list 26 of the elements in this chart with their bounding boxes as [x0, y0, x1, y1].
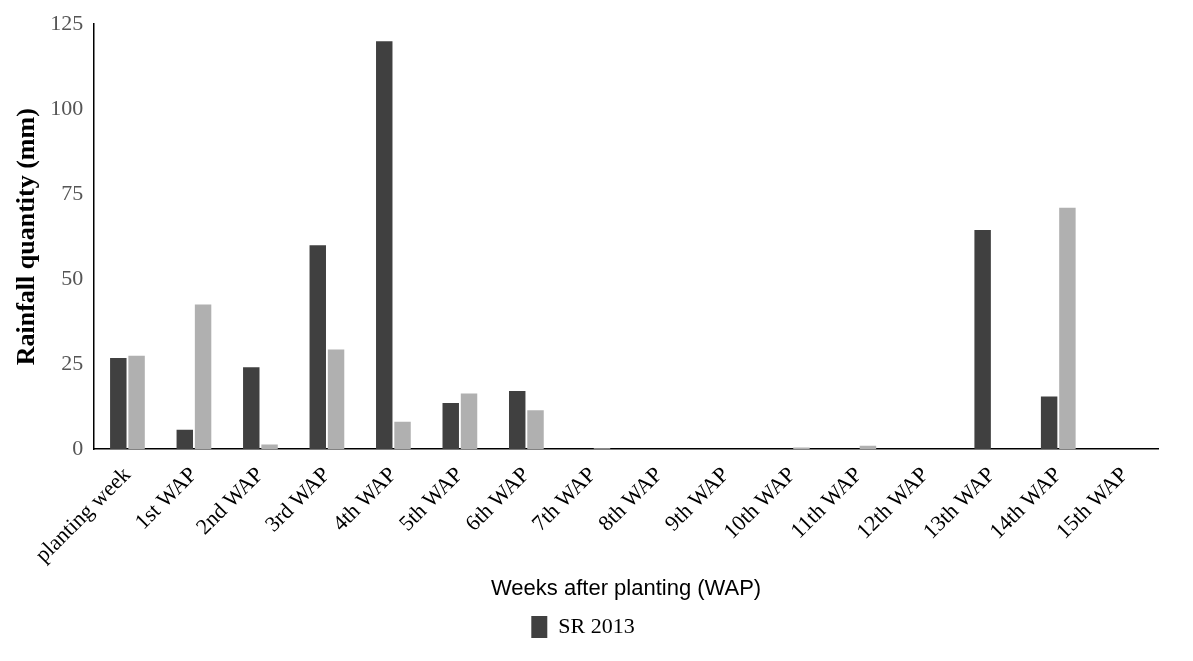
bar — [261, 444, 278, 450]
bar — [442, 402, 459, 450]
bar — [110, 358, 127, 450]
y-tick-label: 125 — [50, 9, 84, 35]
y-tick-label: 0 — [72, 435, 84, 461]
y-tick-label: 75 — [61, 180, 84, 205]
bar — [394, 421, 411, 450]
y-tick-label: 50 — [61, 265, 84, 290]
bar — [243, 367, 260, 450]
bar — [1040, 396, 1058, 450]
bar — [327, 349, 345, 450]
y-axis-title: Rainfall quantity (mm) — [11, 108, 41, 366]
bar — [128, 355, 145, 450]
bar — [974, 229, 991, 450]
bar — [1059, 207, 1076, 450]
y-tick-label: 100 — [50, 94, 84, 120]
x-axis-title: Weeks after planting (WAP) — [490, 574, 762, 600]
legend-label: SR 2013 — [558, 612, 635, 638]
bar — [376, 41, 393, 450]
bar — [194, 304, 212, 450]
y-tick-label: 25 — [61, 350, 84, 376]
bar — [509, 391, 526, 450]
bar — [527, 410, 544, 450]
bar — [460, 393, 478, 450]
bar — [309, 245, 326, 450]
bar — [176, 429, 194, 450]
